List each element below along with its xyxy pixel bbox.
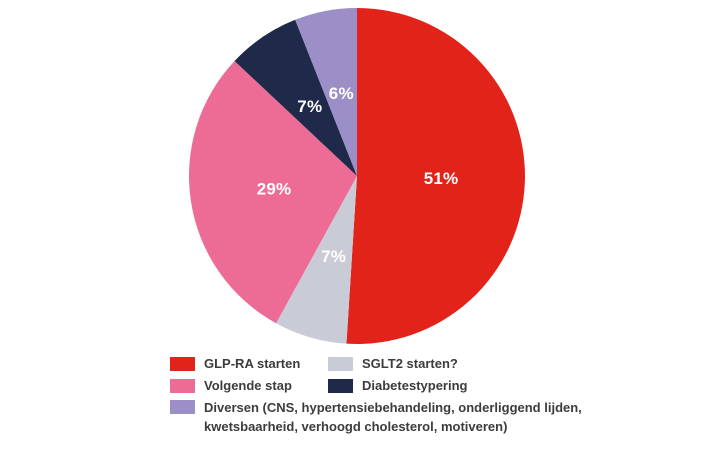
pie-slice-label-3: 7% xyxy=(297,97,322,116)
pie-slice-label-2: 29% xyxy=(257,180,292,199)
pie-slice-3 xyxy=(234,19,357,176)
pie-slice-label-4: 6% xyxy=(329,84,354,103)
pie-slice-1 xyxy=(276,176,357,344)
pie-slice-label-0: 51% xyxy=(424,169,459,188)
pie-slice-label-1: 7% xyxy=(321,247,346,266)
pie-slice-2 xyxy=(189,61,357,324)
pie-slice-0 xyxy=(346,8,525,344)
pie-slice-4 xyxy=(295,8,357,176)
